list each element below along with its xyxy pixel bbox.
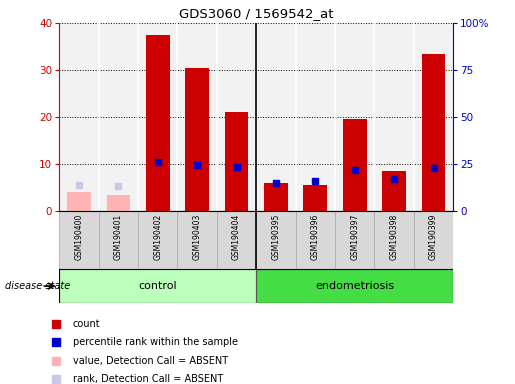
Bar bbox=[146, 35, 169, 211]
Title: GDS3060 / 1569542_at: GDS3060 / 1569542_at bbox=[179, 7, 334, 20]
Text: disease state: disease state bbox=[5, 281, 71, 291]
Bar bbox=[343, 119, 367, 211]
Bar bbox=[256, 269, 453, 303]
Text: GSM190397: GSM190397 bbox=[350, 214, 359, 260]
Text: GSM190396: GSM190396 bbox=[311, 214, 320, 260]
Text: GSM190395: GSM190395 bbox=[271, 214, 280, 260]
Bar bbox=[374, 211, 414, 269]
Bar bbox=[335, 211, 374, 269]
Text: GSM190399: GSM190399 bbox=[429, 214, 438, 260]
Bar bbox=[67, 192, 91, 211]
Bar bbox=[185, 68, 209, 211]
Text: count: count bbox=[73, 319, 100, 329]
Bar bbox=[296, 211, 335, 269]
Text: control: control bbox=[139, 281, 177, 291]
Text: GSM190402: GSM190402 bbox=[153, 214, 162, 260]
Bar bbox=[99, 211, 138, 269]
Bar bbox=[59, 211, 99, 269]
Bar bbox=[382, 171, 406, 211]
Bar bbox=[138, 211, 177, 269]
Bar bbox=[303, 185, 327, 211]
Bar bbox=[59, 269, 256, 303]
Text: percentile rank within the sample: percentile rank within the sample bbox=[73, 338, 237, 348]
Bar bbox=[264, 183, 288, 211]
Bar bbox=[107, 195, 130, 211]
Text: GSM190403: GSM190403 bbox=[193, 214, 201, 260]
Text: endometriosis: endometriosis bbox=[315, 281, 394, 291]
Bar bbox=[217, 211, 256, 269]
Text: GSM190404: GSM190404 bbox=[232, 214, 241, 260]
Text: value, Detection Call = ABSENT: value, Detection Call = ABSENT bbox=[73, 356, 228, 366]
Text: GSM190401: GSM190401 bbox=[114, 214, 123, 260]
Bar bbox=[177, 211, 217, 269]
Text: rank, Detection Call = ABSENT: rank, Detection Call = ABSENT bbox=[73, 374, 223, 384]
Text: GSM190398: GSM190398 bbox=[390, 214, 399, 260]
Text: GSM190400: GSM190400 bbox=[75, 214, 83, 260]
Bar bbox=[256, 211, 296, 269]
Bar bbox=[414, 211, 453, 269]
Bar bbox=[422, 54, 445, 211]
Bar bbox=[225, 113, 248, 211]
